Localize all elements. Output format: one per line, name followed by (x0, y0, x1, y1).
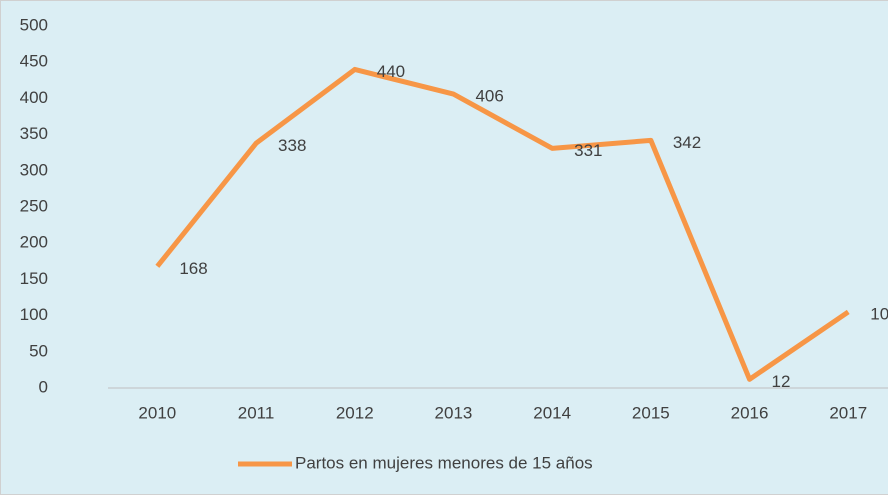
y-tick-label: 450 (20, 52, 48, 71)
x-tick-label: 2017 (829, 403, 867, 422)
x-tick-label: 2014 (533, 403, 571, 422)
line-series (155, 66, 850, 382)
x-tick-label: 2010 (138, 403, 176, 422)
x-tick-label: 2011 (238, 403, 275, 422)
y-tick-label: 150 (20, 269, 48, 288)
data-label: 331 (574, 141, 602, 160)
y-tick-label: 100 (20, 305, 48, 324)
data-label: 406 (475, 87, 503, 106)
data-label: 338 (278, 136, 306, 155)
y-tick-label: 0 (39, 377, 48, 396)
y-tick-label: 500 (20, 15, 48, 34)
y-tick-label: 250 (20, 196, 48, 215)
data-label: 440 (377, 62, 405, 81)
x-tick-label: 2013 (435, 403, 473, 422)
data-label: 342 (673, 133, 701, 152)
data-label: 168 (179, 259, 207, 278)
y-tick-label: 300 (20, 160, 48, 179)
x-tick-label: 2012 (336, 403, 374, 422)
y-tick-label: 400 (20, 88, 48, 107)
x-tick-label: 2016 (731, 403, 769, 422)
y-tick-label: 350 (20, 124, 48, 143)
legend-label: Partos en mujeres menores de 15 años (295, 453, 593, 472)
x-tick-label: 2015 (632, 403, 670, 422)
data-label: 12 (772, 372, 791, 391)
y-tick-label: 50 (29, 341, 48, 360)
data-label: 105 (870, 304, 888, 323)
y-tick-label: 200 (20, 233, 48, 252)
